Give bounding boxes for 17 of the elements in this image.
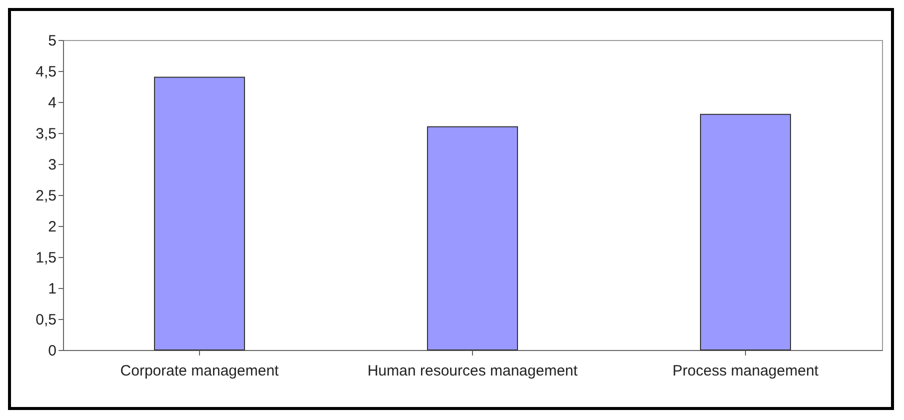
bar	[427, 126, 518, 350]
y-tick-label: 3	[48, 156, 56, 174]
y-tick-label: 2,5	[36, 188, 56, 204]
y-tick-label: 4,5	[36, 64, 56, 80]
x-tick-label: Process management	[672, 362, 820, 380]
y-tick-label: 0	[48, 342, 56, 360]
x-tick-label: Corporate management	[120, 362, 280, 380]
bar	[700, 114, 791, 350]
y-tick-label: 2	[48, 218, 56, 236]
y-tick-label: 4	[48, 94, 56, 112]
y-tick-label: 1,5	[36, 250, 56, 266]
y-tick-label: 1	[48, 280, 56, 298]
x-tick-label: Human resources management	[367, 362, 578, 380]
bar	[154, 76, 245, 350]
y-tick-label: 5	[48, 32, 56, 50]
y-tick-label: 3,5	[36, 126, 56, 142]
y-tick-label: 0,5	[36, 312, 56, 328]
